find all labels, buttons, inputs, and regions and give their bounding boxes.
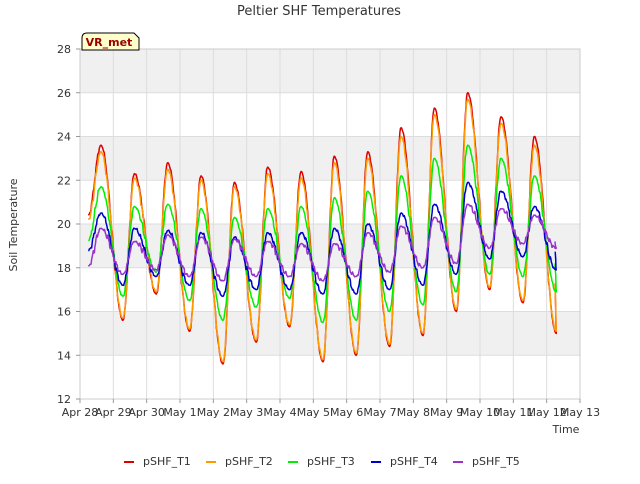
chart-title: Peltier SHF Temperatures [237, 4, 401, 19]
x-tick-label: May 8 [397, 406, 430, 419]
x-tick-label: May 12 [527, 406, 567, 419]
y-tick-label: 20 [57, 218, 71, 231]
plot-band [80, 49, 580, 93]
x-tick-label: May 7 [363, 406, 396, 419]
plot-band [80, 311, 580, 356]
y-tick-label: 26 [57, 87, 71, 100]
y-tick-label: 24 [57, 131, 71, 144]
x-tick-label: May 9 [430, 406, 463, 419]
x-tick-label: May 1 [163, 406, 196, 419]
badge-box [81, 32, 140, 51]
x-axis-title: Time [552, 423, 580, 436]
y-tick-label: 12 [57, 393, 71, 406]
x-tick-label: May 2 [197, 406, 230, 419]
legend-label-pSHF_T1: pSHF_T1 [143, 455, 191, 468]
y-tick-label: 28 [57, 43, 71, 56]
legend-label-pSHF_T3: pSHF_T3 [307, 455, 355, 468]
x-tick-label: May 10 [460, 406, 500, 419]
x-tick-label: May 11 [493, 406, 533, 419]
series-layer [87, 92, 558, 365]
legend-label-pSHF_T5: pSHF_T5 [472, 455, 520, 468]
x-tick-label: May 5 [297, 406, 330, 419]
station-badge: VR_met [81, 32, 140, 51]
y-tick-label: 18 [57, 262, 71, 275]
x-tick-label: Apr 28 [62, 406, 99, 419]
y-tick-label: 14 [57, 349, 71, 362]
x-tick-label: Apr 29 [95, 406, 132, 419]
x-tick-label: May 3 [230, 406, 263, 419]
x-tick-label: Apr 30 [128, 406, 165, 419]
y-axis-title: Soil Temperature [7, 178, 20, 271]
series-line-pSHF_T5 [87, 203, 558, 282]
badge-label: VR_met [86, 36, 133, 49]
x-tick-label: May 13 [560, 406, 600, 419]
x-tick-label: May 4 [263, 406, 296, 419]
x-tick-label: May 6 [330, 406, 363, 419]
legend-label-pSHF_T4: pSHF_T4 [390, 455, 438, 468]
legend-label-pSHF_T2: pSHF_T2 [225, 455, 273, 468]
y-tick-label: 22 [57, 174, 71, 187]
y-tick-label: 16 [57, 306, 71, 319]
plot-band [80, 136, 580, 181]
legend: pSHF_T1 pSHF_T2 pSHF_T3 pSHF_T4 pSHF_T5 [124, 455, 520, 468]
